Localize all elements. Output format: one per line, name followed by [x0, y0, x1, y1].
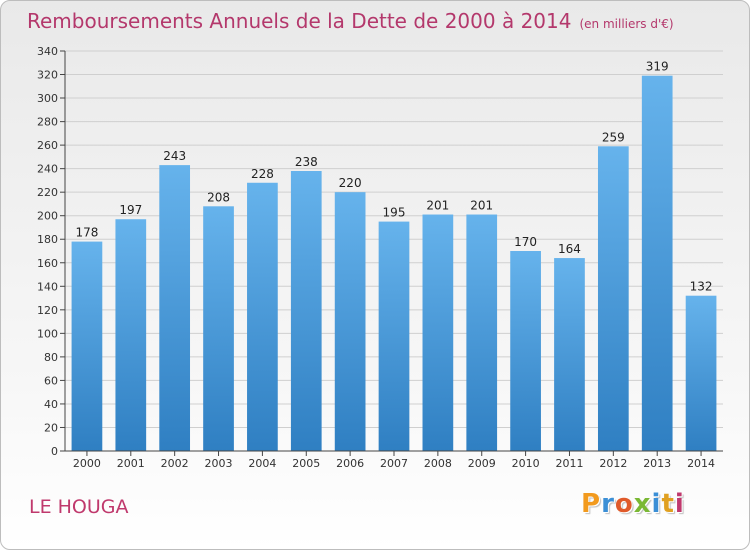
- bar-2000: [71, 241, 103, 451]
- bar-2008: [422, 214, 454, 451]
- y-tick-label: 160: [37, 257, 58, 270]
- data-label-2011: 164: [558, 242, 581, 256]
- x-tick-label-2008: 2008: [424, 457, 452, 470]
- data-label-2014: 132: [690, 280, 713, 294]
- data-label-2013: 319: [646, 60, 669, 74]
- chart-unit: (en milliers d'€): [579, 17, 674, 31]
- y-tick-label: 40: [44, 398, 58, 411]
- bar-2003: [203, 206, 234, 451]
- y-tick-label: 220: [37, 186, 58, 199]
- data-label-2005: 238: [295, 155, 318, 169]
- bar-2004: [247, 182, 278, 451]
- y-tick-label: 260: [37, 139, 58, 152]
- bar-2006: [334, 192, 366, 452]
- logo-letter: x: [633, 489, 652, 519]
- y-tick-label: 200: [37, 210, 58, 223]
- y-tick-label: 300: [37, 92, 58, 105]
- x-tick-label-2007: 2007: [380, 457, 408, 470]
- bar-2001: [115, 219, 147, 451]
- logo-letter: o: [614, 489, 634, 519]
- bar-2009: [466, 214, 498, 451]
- data-label-2008: 201: [426, 199, 449, 213]
- x-tick-label-2006: 2006: [336, 457, 364, 470]
- bars: [71, 75, 717, 452]
- logo-letter: t: [661, 489, 675, 519]
- x-tick-label-2002: 2002: [161, 457, 189, 470]
- x-axis-ticks: 2000 2001 2002 2003 2004 2005 2006 2007 2008 2009…: [73, 451, 715, 470]
- logo-letter: P: [581, 489, 602, 519]
- x-tick-label-2003: 2003: [205, 457, 233, 470]
- chart-title-text: Remboursements Annuels de la Dette de 20…: [27, 9, 572, 33]
- y-tick-label: 340: [37, 45, 58, 58]
- bar-2010: [510, 251, 541, 451]
- data-label-2004: 228: [251, 167, 274, 181]
- bar-2007: [378, 221, 410, 451]
- logo-letter: i: [651, 489, 662, 519]
- axes: [64, 51, 723, 452]
- logo-letter: i: [674, 489, 685, 519]
- data-label-2001: 197: [119, 203, 142, 217]
- data-label-2012: 259: [602, 130, 625, 144]
- data-label-2003: 208: [207, 190, 230, 204]
- y-tick-label: 60: [44, 374, 58, 387]
- y-tick-label: 280: [37, 116, 58, 129]
- y-tick-label: 320: [37, 69, 58, 82]
- bar-2002: [159, 165, 191, 451]
- x-tick-label-2005: 2005: [292, 457, 320, 470]
- x-tick-label-2000: 2000: [73, 457, 101, 470]
- y-tick-label: 80: [44, 351, 58, 364]
- y-tick-label: 180: [37, 233, 58, 246]
- bar-2005: [290, 171, 322, 451]
- proxiti-logo: Proxiti: [581, 489, 685, 519]
- bar-2013: [641, 75, 673, 452]
- y-tick-label: 100: [37, 327, 58, 340]
- data-label-2010: 170: [514, 235, 537, 249]
- data-label-2007: 195: [383, 206, 406, 220]
- y-tick-label: 20: [44, 421, 58, 434]
- y-axis-ticks: 0 20 40 60 80 100 120 140 160 180 200 220 240 260 280 3…: [37, 45, 65, 458]
- commune-name: LE HOUGA: [29, 496, 129, 518]
- x-tick-label-2009: 2009: [468, 457, 496, 470]
- logo-letter: r: [601, 489, 615, 519]
- x-tick-label-2004: 2004: [248, 457, 276, 470]
- bar-2014: [685, 295, 717, 451]
- data-label-2002: 243: [163, 149, 186, 163]
- y-tick-label: 140: [37, 280, 58, 293]
- y-tick-label: 240: [37, 163, 58, 176]
- x-tick-label-2012: 2012: [599, 457, 627, 470]
- x-tick-label-2011: 2011: [555, 457, 583, 470]
- bar-2012: [597, 146, 629, 451]
- x-tick-label-2014: 2014: [687, 457, 715, 470]
- data-label-2009: 201: [470, 199, 493, 213]
- data-label-2000: 178: [75, 226, 98, 240]
- y-tick-label: 120: [37, 304, 58, 317]
- data-label-2006: 220: [339, 176, 362, 190]
- bar-2011: [554, 258, 585, 451]
- x-tick-label-2001: 2001: [117, 457, 145, 470]
- x-tick-label-2013: 2013: [643, 457, 671, 470]
- x-tick-label-2010: 2010: [512, 457, 540, 470]
- chart-title: Remboursements Annuels de la Dette de 20…: [27, 9, 674, 33]
- data-labels: 178 197 243 208 228 238 220 195 201 201 170 164 259 3…: [75, 60, 712, 294]
- y-tick-label: 0: [51, 445, 58, 458]
